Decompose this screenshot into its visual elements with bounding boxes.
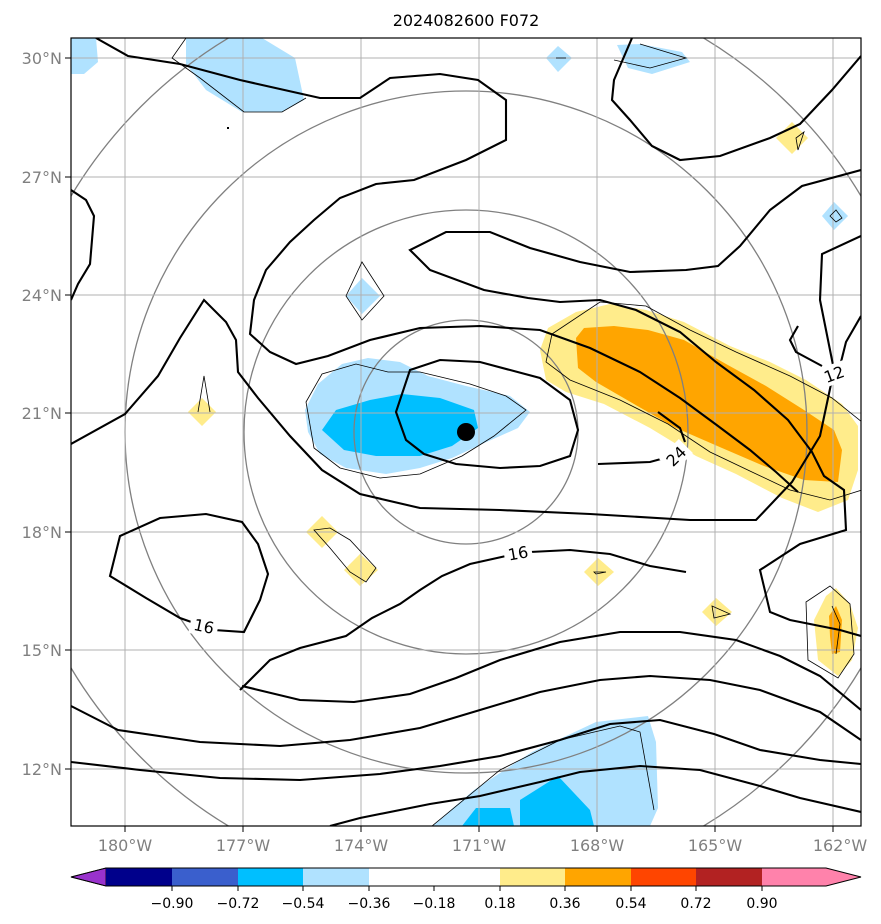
colorbar-segment <box>696 868 762 886</box>
lon-label: 177°W <box>216 836 271 855</box>
colorbar-segment <box>631 868 696 886</box>
thin-contours <box>171 38 861 826</box>
lat-label: 30°N <box>22 49 62 68</box>
lat-label: 24°N <box>22 286 62 305</box>
colorbar-tick-label: −0.72 <box>217 896 260 912</box>
lat-label: 15°N <box>22 641 62 660</box>
storm-center-marker <box>457 423 475 441</box>
lon-label: 180°W <box>98 836 153 855</box>
contour-label-16-west: 16 <box>192 615 216 638</box>
colorbar-tick-label: −0.54 <box>282 896 325 912</box>
colorbar-under-triangle <box>70 867 107 887</box>
colorbar-segment <box>369 868 434 886</box>
colorbar-segment <box>106 868 172 886</box>
positive-shading <box>188 122 858 676</box>
colorbar-segment <box>172 868 238 886</box>
colorbar-tick-label: −0.36 <box>348 896 391 912</box>
lat-label: 12°N <box>22 760 62 779</box>
contour-label-16-east: 16 <box>506 542 529 564</box>
colorbar-tick-label: 0.18 <box>484 896 515 912</box>
colorbar-tick-label: 0.72 <box>680 896 711 912</box>
colorbar-tick-label: 0.36 <box>549 896 580 912</box>
colorbar-ticks <box>171 886 763 891</box>
lon-label: 162°W <box>813 836 868 855</box>
lon-label: 165°W <box>688 836 743 855</box>
colorbar-tick-label: −0.18 <box>413 896 456 912</box>
thick-contours <box>71 38 861 826</box>
colorbar: −0.90 −0.72 −0.54 −0.36 −0.18 0.18 0.36 … <box>70 867 862 912</box>
colorbar-tick-label: 0.54 <box>615 896 646 912</box>
lon-label: 174°W <box>334 836 389 855</box>
colorbar-tick-label: −0.90 <box>151 896 194 912</box>
colorbar-segment <box>500 868 565 886</box>
colorbar-segment <box>434 868 500 886</box>
lat-label: 21°N <box>22 404 62 423</box>
lon-label: 171°W <box>452 836 507 855</box>
small-marker <box>227 127 229 129</box>
colorbar-segment <box>238 868 303 886</box>
lat-label: 27°N <box>22 168 62 187</box>
map-title: 2024082600 F072 <box>393 11 540 30</box>
map-area: 12 24 16 16 <box>71 38 861 826</box>
colorbar-segment <box>565 868 631 886</box>
colorbar-segment <box>303 868 369 886</box>
axis-ticks <box>65 57 834 832</box>
map-frame <box>70 37 862 827</box>
colorbar-outline <box>70 867 862 887</box>
longitude-labels: 180°W 177°W 174°W 171°W 168°W 165°W 162°… <box>98 836 868 855</box>
colorbar-tick-label: 0.90 <box>746 896 777 912</box>
lon-label: 168°W <box>570 836 625 855</box>
graticule <box>71 38 861 826</box>
lat-label: 18°N <box>22 523 62 542</box>
colorbar-over-segment <box>762 868 861 886</box>
latitude-labels: 30°N 27°N 24°N 21°N 18°N 15°N 12°N <box>22 49 62 779</box>
